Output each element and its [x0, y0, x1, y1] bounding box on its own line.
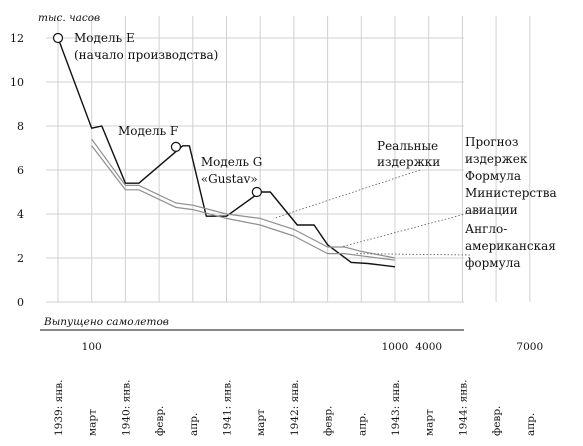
production-tick-label: 7000: [516, 341, 543, 353]
x-category-label: 1941: янв.: [222, 380, 234, 436]
model-marker-label: «Gustav»: [201, 172, 258, 186]
model-marker-label: Модель E: [74, 31, 135, 45]
series-line: [91, 145, 396, 261]
model-marker: [52, 32, 64, 44]
x-category-label: апр.: [356, 413, 368, 436]
model-marker: [170, 141, 182, 152]
model-marker-label: Модель F: [118, 124, 178, 138]
annotations: Реальные издержки Прогноз издержек Формула Ми…: [273, 135, 557, 270]
model-marker-label: (начало производства): [74, 48, 218, 62]
annotation-label: Реальные: [377, 139, 438, 153]
x-row-label: Выпущено самолетов: [43, 316, 169, 328]
annotation-label: Прогноз: [465, 135, 518, 149]
x-category-label: 1942: янв.: [289, 380, 301, 436]
x-category-label: март: [87, 409, 99, 436]
y-tick-label: 12: [10, 32, 24, 45]
series-line: [91, 138, 396, 259]
y-tick-label: 0: [17, 296, 24, 309]
x-category-label: 1940: янв.: [120, 380, 132, 436]
production-tick-label: 100: [82, 341, 102, 353]
annotation-leader: [273, 169, 421, 219]
x-axis-labels: 100 1000 4000 7000 1939: янв. март 1940: янв. ф…: [53, 341, 543, 436]
y-tick-label: 6: [17, 164, 24, 177]
x-category-label: 1943: янв.: [390, 380, 402, 436]
model-marker: [251, 186, 262, 198]
y-tick-label: 8: [17, 120, 24, 133]
y-unit-label: тыс. часов: [38, 12, 100, 24]
annotation-label: издержек: [465, 152, 528, 166]
annotation-label: Формула: [465, 169, 521, 183]
annotation-label: формула: [465, 256, 520, 270]
x-category-label: март: [255, 409, 267, 436]
production-tick-label: 4000: [415, 341, 442, 353]
production-tick-label: 1000: [382, 341, 409, 353]
annotation-label: авиации: [465, 203, 518, 217]
annotation-label: американская: [465, 239, 556, 253]
x-category-label: февр.: [491, 406, 503, 436]
y-tick-label: 2: [17, 252, 24, 265]
x-category-label: 1944: янв.: [457, 380, 469, 436]
annotation-leader: [340, 209, 481, 248]
annotation-label: издержки: [377, 155, 440, 169]
x-category-label: февр.: [154, 406, 166, 436]
series-line: [57, 37, 396, 268]
x-category-label: февр.: [323, 406, 335, 436]
model-markers: Модель E (начало производства) Модель F Мод…: [52, 31, 263, 198]
annotation-label: Англо-: [465, 222, 507, 236]
annotation-leader: [354, 253, 471, 256]
gridlines: [46, 16, 531, 303]
x-category-label: апр.: [188, 413, 200, 436]
y-tick-label: 4: [17, 208, 24, 221]
y-tick-label: 10: [10, 76, 24, 89]
axes: 0 2 4 6 8 10 12 тыс. часов Выпущено самолетов: [10, 12, 464, 331]
annotation-label: Министерства: [465, 186, 557, 200]
model-marker-label: Модель G: [201, 155, 263, 169]
series-lines: [57, 37, 396, 268]
x-category-label: 1939: янв.: [53, 380, 65, 436]
x-category-label: апр.: [525, 413, 537, 436]
x-category-label: март: [424, 409, 436, 436]
